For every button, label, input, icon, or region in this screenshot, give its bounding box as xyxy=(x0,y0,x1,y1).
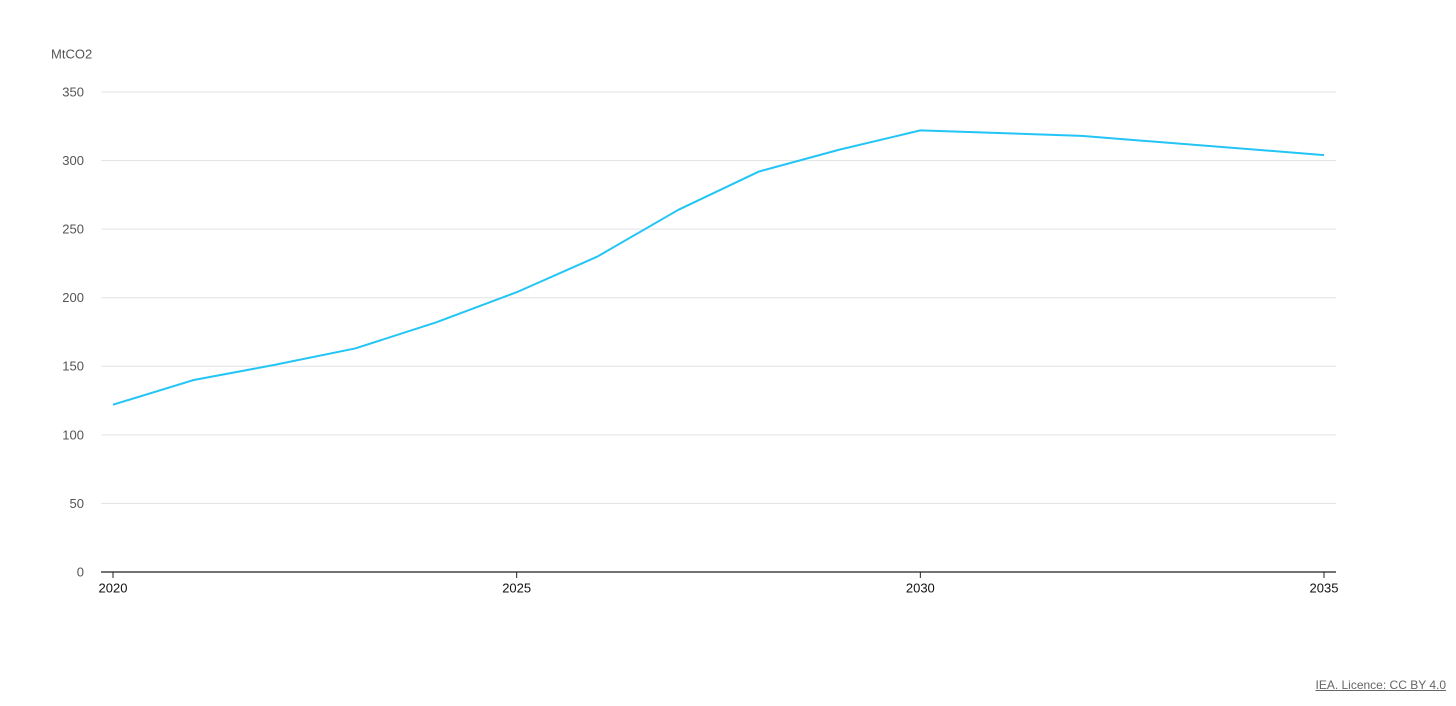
x-tick-label: 2030 xyxy=(906,580,935,595)
y-tick-label: 200 xyxy=(62,290,84,305)
y-axis-label: MtCO2 xyxy=(51,46,92,61)
x-tick-label: 2020 xyxy=(99,580,128,595)
y-tick-label: 50 xyxy=(70,496,84,511)
y-tick-label: 0 xyxy=(77,564,84,579)
credit-link[interactable]: IEA. Licence: CC BY 4.0 xyxy=(1315,678,1446,692)
data-line xyxy=(112,129,1325,406)
y-tick-label: 250 xyxy=(62,222,84,237)
y-tick-label: 150 xyxy=(62,359,84,374)
x-tick-label: 2025 xyxy=(502,580,531,595)
y-tick-label: 100 xyxy=(62,427,84,442)
y-tick-label: 300 xyxy=(62,153,84,168)
y-tick-label: 350 xyxy=(62,84,84,99)
x-tick-label: 2035 xyxy=(1310,580,1339,595)
